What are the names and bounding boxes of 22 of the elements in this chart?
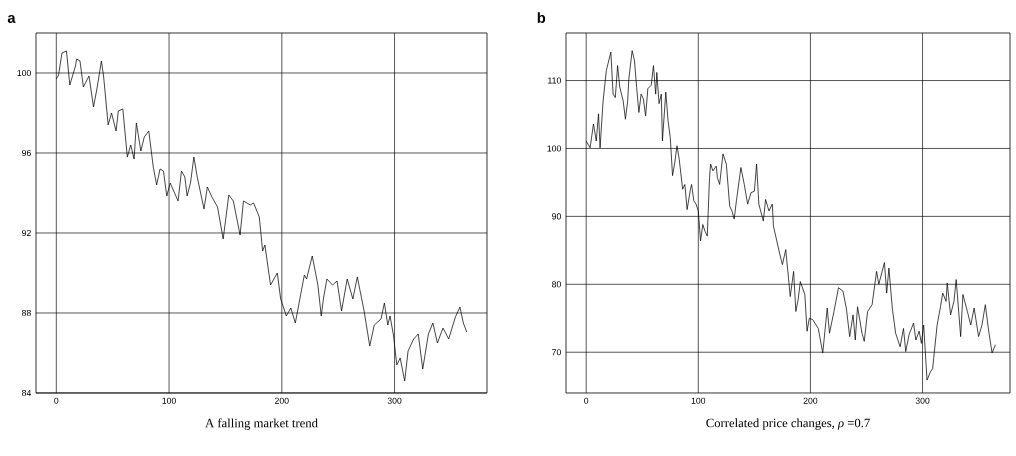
y-tick-label: 90 [552,213,561,220]
x-axis-title: A falling market trend [205,418,318,430]
x-tick-label: 300 [915,397,930,404]
chart-title: b [537,12,546,23]
y-tick-label: 100 [547,145,561,152]
y-tick-label: 70 [552,349,561,356]
x-tick-label: 100 [162,397,176,404]
x-tick-label: 300 [387,397,402,404]
x-tick-label: 200 [803,397,818,404]
y-tick-label: 88 [22,309,31,317]
y-tick-label: 100 [17,69,31,77]
y-tick-label: 84 [22,389,32,397]
y-tick-label: 96 [22,149,31,157]
y-tick-label: 80 [552,281,561,288]
y-tick-label: 92 [22,229,31,237]
y-tick-label: 110 [548,77,561,84]
x-axis-title: Correlated price changes, ρ =0.7 [706,418,870,430]
x-tick-label: 0 [584,397,589,404]
x-tick-label: 200 [275,397,289,404]
x-tick-label: 0 [54,397,59,404]
x-tick-label: 100 [691,397,706,404]
chart-title: a [7,14,16,23]
